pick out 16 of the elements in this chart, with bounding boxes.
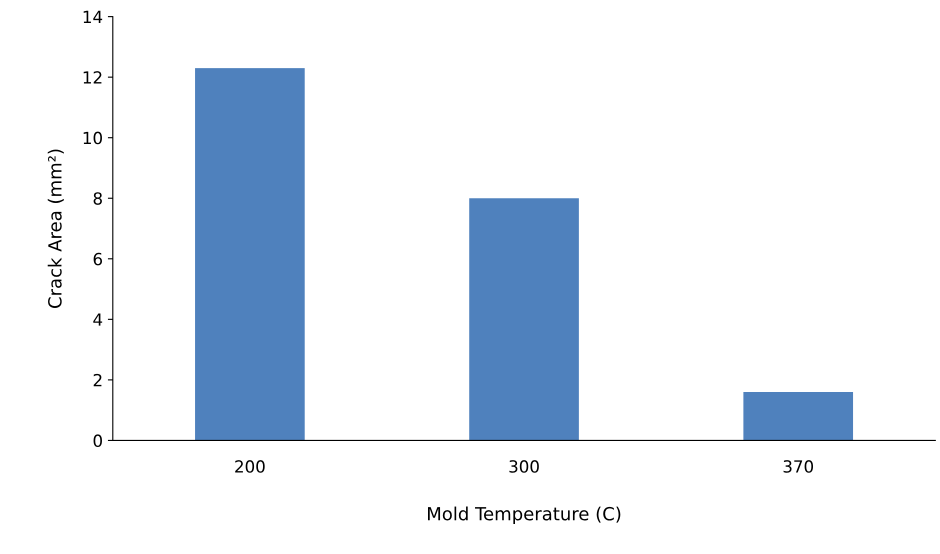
y-tick-label: 12: [84, 71, 102, 84]
bar: [743, 392, 854, 440]
y-axis-title: Crack Area (mm²): [48, 150, 64, 308]
bar: [469, 198, 579, 440]
y-tick-label: 2: [94, 374, 102, 386]
y-tick-label: 0: [94, 434, 102, 447]
y-tick-label: 6: [94, 252, 102, 266]
x-axis-title: Mold Temperature (C): [428, 506, 620, 524]
x-tick-label: 200: [235, 460, 265, 473]
y-tick-label: 4: [93, 314, 102, 326]
x-tick-label: 300: [509, 460, 539, 473]
x-tick-label: 370: [784, 460, 814, 473]
y-tick-label: 14: [84, 10, 102, 23]
bar: [195, 68, 305, 440]
y-tick-label: 8: [94, 192, 102, 205]
y-tick-label: 10: [84, 132, 102, 144]
